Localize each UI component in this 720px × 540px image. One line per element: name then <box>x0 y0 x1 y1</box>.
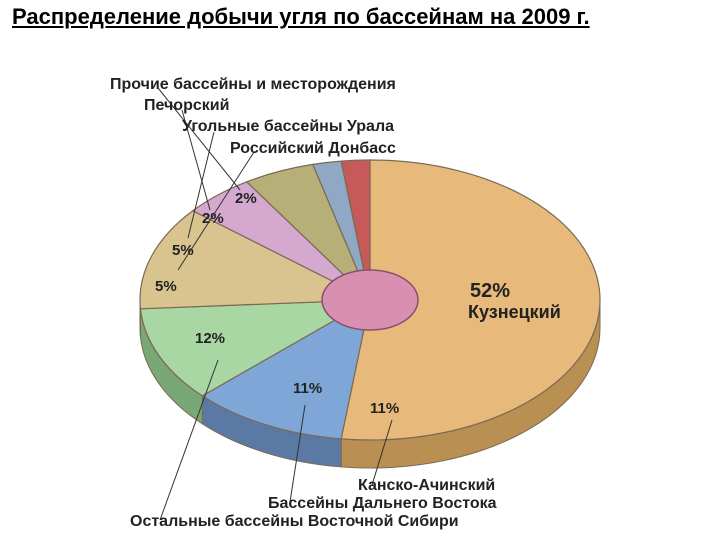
page-title: Распределение добычи угля по бассейнам н… <box>0 4 720 30</box>
label-donbass: Российский Донбасс <box>230 140 396 158</box>
pct-donbass: 5% <box>155 278 177 295</box>
pie-center <box>322 270 418 330</box>
label-kansko: Канско-Ачинский <box>358 477 495 495</box>
label-kuznetsk: Кузнецкий <box>468 302 561 323</box>
label-pechor: Печорский <box>144 97 229 115</box>
pct-pechor: 2% <box>202 210 224 227</box>
label-ural: Угольные бассейны Урала <box>182 118 394 136</box>
pct-ural: 5% <box>172 242 194 259</box>
pct-kansko: 11% <box>370 400 399 417</box>
pct-other: 2% <box>235 190 257 207</box>
pct-kuznetsk: 52% <box>470 280 510 303</box>
label-fareast: Бассейны Дальнего Востока <box>268 495 497 513</box>
pie-chart: 52%Кузнецкий 11% Канско-Ачинский 11% Бассейн… <box>0 40 720 540</box>
pct-fareast: 11% <box>293 380 322 397</box>
pct-east_siberia: 12% <box>195 330 225 347</box>
label-east_siberia: Остальные бассейны Восточной Сибири <box>130 513 459 531</box>
label-other: Прочие бассейны и месторождения <box>110 76 396 94</box>
pie-svg <box>0 40 720 540</box>
